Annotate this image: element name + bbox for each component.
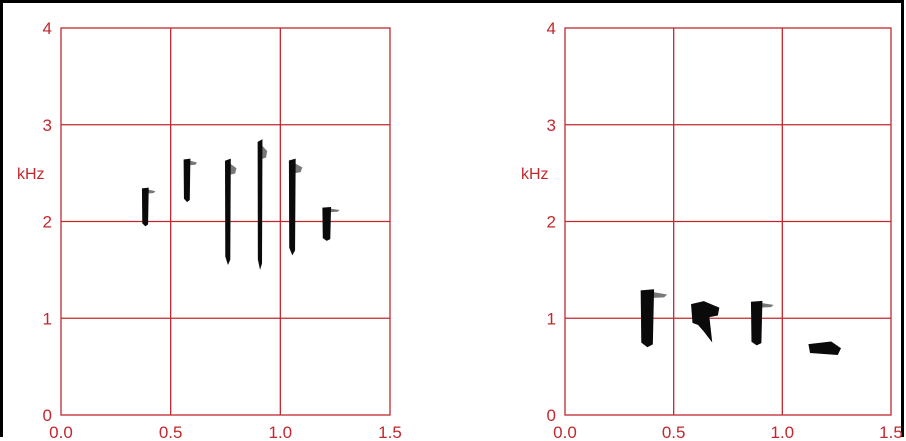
x-tick-label: 1.0 xyxy=(771,423,795,441)
note-harmonic xyxy=(653,292,668,298)
spectrogram-note xyxy=(288,158,303,256)
note-harmonic xyxy=(230,163,237,175)
note-harmonic xyxy=(148,189,156,194)
y-axis-label: kHz xyxy=(17,166,45,183)
x-tick-label: 0.5 xyxy=(662,423,686,441)
note-core xyxy=(750,300,763,346)
note-core xyxy=(808,341,842,356)
spectrogram-note xyxy=(225,158,237,266)
x-tick-label: 0.0 xyxy=(553,423,577,441)
spectrogram-note xyxy=(257,139,268,270)
y-tick-label: 0 xyxy=(43,406,52,425)
x-tick-label: 1.5 xyxy=(879,423,903,441)
y-tick-label: 4 xyxy=(43,19,52,38)
note-core xyxy=(322,206,332,241)
note-harmonic xyxy=(295,163,303,174)
note-core xyxy=(640,289,655,348)
note-core xyxy=(288,158,296,256)
note-core xyxy=(141,187,149,227)
note-harmonic xyxy=(190,160,197,166)
spectrogram-panel-2: 0.0 0.5 1.0 1.5 0 1 2 3 4 kHz xyxy=(521,19,903,441)
y-tick-label: 1 xyxy=(547,309,556,328)
x-tick-label: 1.5 xyxy=(378,423,402,441)
y-tick-label: 2 xyxy=(43,213,52,232)
spectrogram-panel-1: 0.0 0.5 1.0 1.5 0 1 2 3 4 kHz xyxy=(17,19,402,441)
y-axis-label: kHz xyxy=(521,166,549,183)
note-core xyxy=(257,139,263,270)
note-core xyxy=(225,158,231,266)
spectrogram-note xyxy=(691,301,720,343)
spectrogram-note xyxy=(750,300,774,346)
note-core xyxy=(183,158,191,203)
x-tick-label: 1.0 xyxy=(269,423,293,441)
y-tick-label: 3 xyxy=(43,116,52,135)
spectrogram-note xyxy=(640,289,668,348)
x-tick-label: 0.0 xyxy=(49,423,73,441)
spectrogram-note xyxy=(808,341,842,356)
spectrogram-note xyxy=(183,158,197,203)
y-tick-label: 3 xyxy=(547,116,556,135)
y-tick-label: 1 xyxy=(43,309,52,328)
y-tick-label: 2 xyxy=(547,213,556,232)
spectrogram-note xyxy=(322,206,340,241)
note-harmonic xyxy=(330,208,340,213)
y-tick-label: 4 xyxy=(547,19,556,38)
x-tick-label: 0.5 xyxy=(159,423,183,441)
spectrogram-figure: 0.0 0.5 1.0 1.5 0 1 2 3 4 kHz 0.0 0.5 1.0 1.5 0 1 2 3 4 kHz xyxy=(17,19,903,441)
spectrogram-note xyxy=(141,187,156,227)
note-harmonic xyxy=(262,145,268,159)
note-core xyxy=(691,301,720,343)
y-tick-label: 0 xyxy=(547,406,556,425)
note-harmonic xyxy=(761,303,774,308)
